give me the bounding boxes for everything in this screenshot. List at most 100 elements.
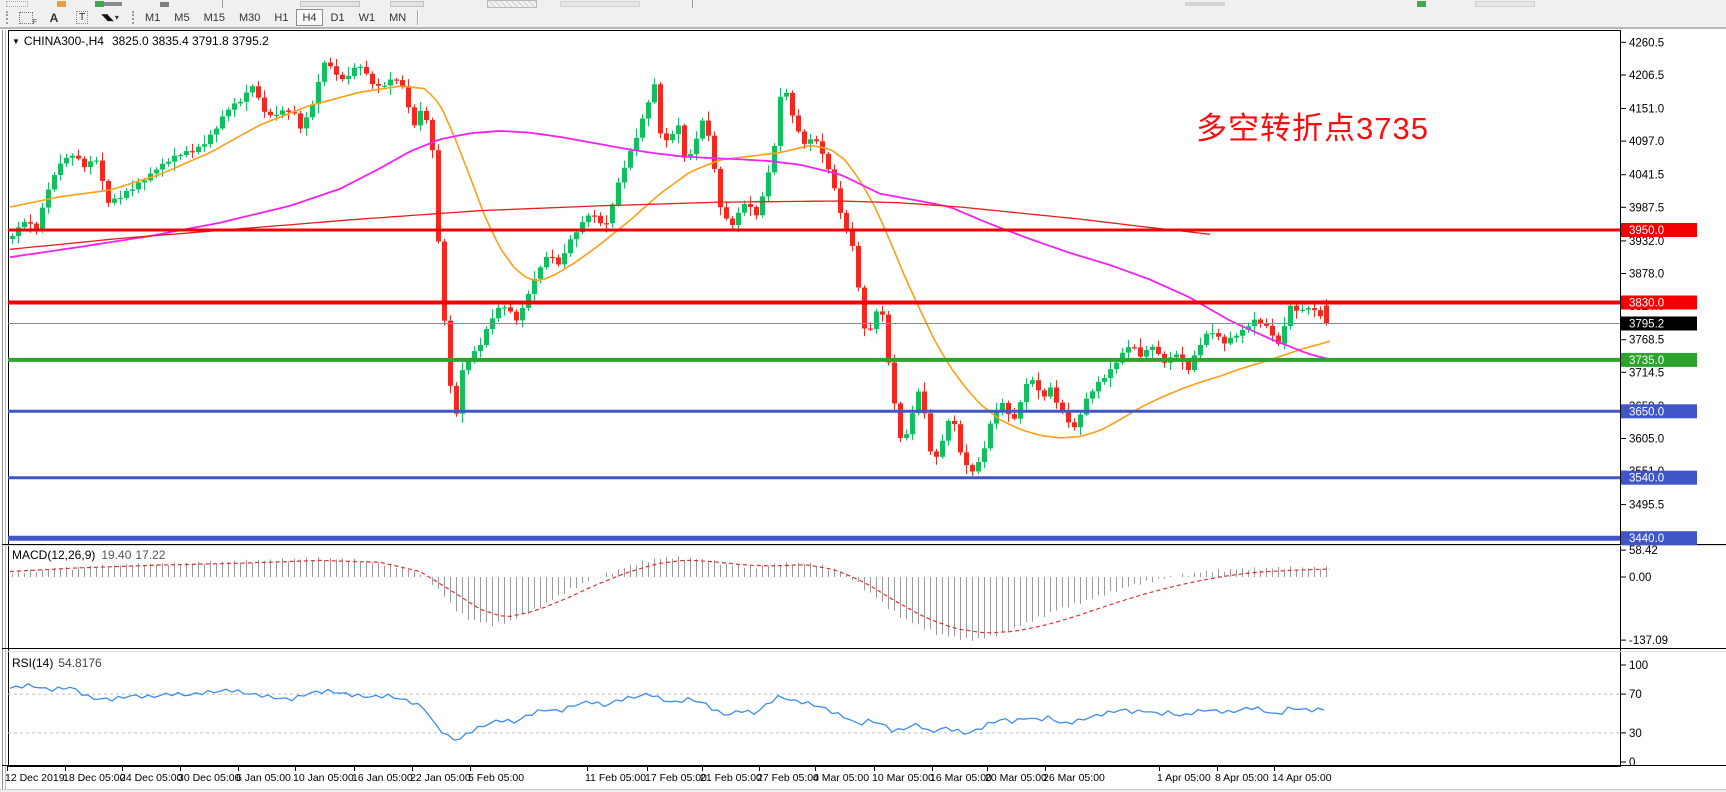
time-tick-label: 5 Feb 05:00 xyxy=(468,772,524,784)
toolbar-fragment xyxy=(57,1,66,7)
text-label-icon: A xyxy=(49,10,59,25)
rsi-line xyxy=(9,682,1325,741)
macd-scale-label: -137.09 xyxy=(1629,635,1668,647)
price-tick-label: 4151.0 xyxy=(1629,104,1664,116)
toolbar-drag-handle[interactable] xyxy=(132,11,134,24)
timeframe-h1-button[interactable]: H1 xyxy=(274,11,289,24)
price-tick-label: 4097.0 xyxy=(1629,136,1664,148)
price-tick-label: 4260.5 xyxy=(1629,37,1664,49)
drawing-arrows-tool-button[interactable]: ◥◣ ▾ xyxy=(97,9,123,26)
toolbar-fragment xyxy=(300,1,360,7)
text-box-icon: T xyxy=(75,11,89,24)
chevron-down-icon: ▾ xyxy=(114,13,119,22)
toolbar-fragment xyxy=(1417,1,1426,7)
time-tick-label: 24 Dec 05:00 xyxy=(120,772,183,784)
chart-annotation: 多空转折点3735 xyxy=(1196,111,1429,146)
grid-pointer-tool-button[interactable]: F xyxy=(13,9,39,26)
price-tag-label: 3650.0 xyxy=(1629,406,1664,418)
drawing-tools-group: F A T ◥◣ ▾ xyxy=(12,9,124,26)
timeframe-m1-button[interactable]: M1 xyxy=(145,11,161,24)
time-tick-label: 4 Mar 05:00 xyxy=(813,772,869,784)
time-tick-label: 16 Mar 05:00 xyxy=(930,772,992,784)
rsi-scale-label: 30 xyxy=(1629,728,1642,740)
rsi-scale-label: 0 xyxy=(1629,757,1635,769)
toolbar-fragment xyxy=(1185,2,1225,6)
time-tick-label: 22 Jan 05:00 xyxy=(410,772,471,784)
timeframe-m15-button[interactable]: M15 xyxy=(203,11,225,24)
time-tick-label: 6 Jan 05:00 xyxy=(236,772,291,784)
timeframe-group: M1 M5 M15 M30 H1 H4 D1 W1 MN xyxy=(138,9,413,26)
top-toolbar-fragments xyxy=(0,0,1726,8)
text-box-tool-button[interactable]: T xyxy=(69,9,95,26)
price-tick-label: 4206.5 xyxy=(1629,70,1664,82)
time-tick-label: 16 Jan 05:00 xyxy=(352,772,413,784)
rsi-indicator-label: RSI(14) 54.8176 xyxy=(12,656,102,670)
time-tick-label: 10 Mar 05:00 xyxy=(872,772,934,784)
time-tick-label: 21 Feb 05:00 xyxy=(700,772,762,784)
rsi-scale-label: 70 xyxy=(1629,689,1642,701)
toolbar: F A T ◥◣ ▾ M1 M5 M15 M30 H1 H4 D1 W1 MN xyxy=(0,8,1726,28)
ma-mid-magenta-line xyxy=(9,130,1331,361)
macd-scale-label: 58.42 xyxy=(1629,545,1658,557)
toolbar-fragment xyxy=(390,1,424,7)
horizontal-lines[interactable] xyxy=(8,228,1620,541)
price-tick-label: 3768.5 xyxy=(1629,335,1664,347)
price-tick-label: 3495.5 xyxy=(1629,500,1664,512)
toolbar-fragment xyxy=(6,1,28,7)
symbol-ohlc-label: ▼ CHINA300-,H4 3825.0 3835.4 3791.8 3795.2 xyxy=(12,34,269,48)
timeframe-d1-button[interactable]: D1 xyxy=(330,11,345,24)
price-tag-label: 3950.0 xyxy=(1629,225,1664,237)
macd-signal-line xyxy=(9,559,1331,634)
toolbar-separator xyxy=(417,10,420,25)
price-tag-label: 3830.0 xyxy=(1629,298,1664,310)
time-tick-label: 30 Dec 05:00 xyxy=(178,772,241,784)
timeframe-mn-button[interactable]: MN xyxy=(389,11,407,24)
rsi-scale-label: 100 xyxy=(1629,660,1648,672)
toolbar-fragment xyxy=(1475,1,1535,7)
grid-pointer-icon: F xyxy=(19,11,37,26)
timeframe-h4-button[interactable]: H4 xyxy=(296,9,323,26)
toolbar-fragment xyxy=(487,0,537,8)
macd-name: MACD(12,26,9) xyxy=(12,548,96,562)
ohlc-readout: 3825.0 3835.4 3791.8 3795.2 xyxy=(111,34,269,48)
symbol-dropdown-icon[interactable]: ▼ xyxy=(12,37,20,46)
candlestick-series xyxy=(10,57,1329,476)
macd-scale-label: 0.00 xyxy=(1629,572,1651,584)
time-tick-label: 20 Mar 05:00 xyxy=(985,772,1047,784)
time-tick-label: 26 Mar 05:00 xyxy=(1043,772,1105,784)
toolbar-fragment xyxy=(692,0,693,8)
macd-main-value: 19.40 xyxy=(101,548,132,562)
time-tick-label: 27 Feb 05:00 xyxy=(757,772,819,784)
current-price-tag: 3795.2 xyxy=(1629,319,1664,331)
time-tick-label: 17 Feb 05:00 xyxy=(645,772,707,784)
time-tick-label: 18 Dec 05:00 xyxy=(63,772,126,784)
price-tag-label: 3440.0 xyxy=(1629,533,1664,545)
toolbar-drag-handle[interactable] xyxy=(6,11,8,24)
text-label-tool-button[interactable]: A xyxy=(41,9,67,26)
price-tag-label: 3540.0 xyxy=(1629,473,1664,485)
time-tick-label: 12 Dec 2019 xyxy=(5,772,65,784)
time-tick-label: 1 Apr 05:00 xyxy=(1157,772,1211,784)
toolbar-fragment xyxy=(95,1,104,7)
timeframe-m5-button[interactable]: M5 xyxy=(174,11,190,24)
price-tick-label: 3714.5 xyxy=(1629,367,1664,379)
price-tag-label: 3735.0 xyxy=(1629,355,1664,367)
price-tags: 3950.0 3830.0 3735.0 3650.0 3540.0 3440.0 3795… xyxy=(1621,223,1697,546)
toolbar-fragment xyxy=(104,2,122,6)
time-tick-label: 10 Jan 05:00 xyxy=(293,772,354,784)
time-tick-label: 14 Apr 05:00 xyxy=(1272,772,1332,784)
price-tick-label: 3878.0 xyxy=(1629,269,1664,281)
rsi-levels xyxy=(8,693,1620,734)
timeframe-m30-button[interactable]: M30 xyxy=(238,11,261,24)
toolbar-fragment xyxy=(160,2,169,7)
ma-fast-orange-line xyxy=(9,85,1331,439)
arrows-icon: ◥◣ xyxy=(101,12,114,22)
price-tick-label: 3605.0 xyxy=(1629,434,1664,446)
toolbar-fragment xyxy=(222,0,223,8)
price-tick-label: 4041.5 xyxy=(1629,170,1664,182)
timeframe-w1-button[interactable]: W1 xyxy=(358,11,376,24)
rsi-value: 54.8176 xyxy=(58,656,102,670)
time-tick-label: 8 Apr 05:00 xyxy=(1215,772,1269,784)
